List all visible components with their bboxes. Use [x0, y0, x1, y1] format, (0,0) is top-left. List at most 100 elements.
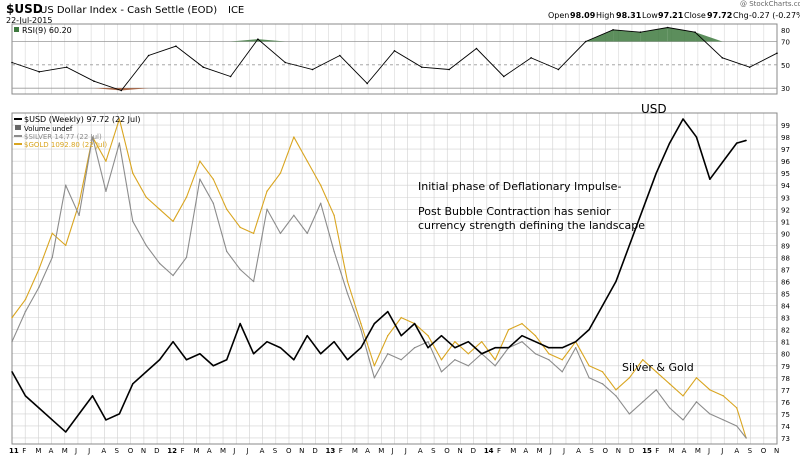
x-tick-label: N [616, 447, 621, 455]
gold-point [51, 232, 53, 235]
usd-point [64, 431, 67, 433]
gold-point [615, 389, 617, 391]
x-tick-label: J [87, 447, 90, 455]
date-label: 22-Jul-2015 [6, 16, 52, 25]
silver-point [145, 244, 147, 247]
x-tick-label: F [180, 447, 184, 455]
gold-point [172, 220, 174, 223]
usd-point [78, 413, 80, 415]
gold-point [736, 407, 738, 409]
y-tick-label: 78 [781, 375, 790, 383]
rsi-point [93, 80, 95, 82]
gold-point [199, 160, 201, 162]
silver-point [642, 401, 644, 403]
x-tick-label: O [603, 447, 609, 455]
x-tick-label: J [404, 447, 407, 455]
usd-point [722, 160, 725, 162]
legend-volume-swatch [15, 125, 21, 130]
y-tick-label: 88 [781, 254, 790, 262]
y-tick-label: 83 [781, 315, 790, 323]
silver-point [346, 292, 349, 295]
x-tick-label: 14 [484, 447, 494, 455]
usd-point [655, 172, 657, 174]
gold-point [132, 172, 134, 174]
quote-open-label: Open [548, 11, 569, 20]
x-tick-label: O [761, 447, 767, 455]
silver-point [158, 262, 161, 265]
gold-point [561, 359, 563, 361]
usd-point [132, 383, 134, 385]
gold-point [481, 340, 483, 343]
legend-gold: $GOLD 1092.80 (22 Jul) [24, 141, 107, 149]
silver-point [252, 280, 255, 283]
usd-point [11, 371, 13, 373]
y-tick-label: 75 [781, 411, 790, 419]
gold-point [78, 202, 80, 204]
x-tick-label: M [194, 447, 200, 455]
silver-point [574, 347, 577, 349]
silver-point [548, 359, 550, 361]
usd-point [279, 347, 282, 349]
usd-point [266, 340, 268, 343]
rsi-overbought-fill [230, 39, 258, 42]
y-tick-label: 96 [781, 158, 790, 166]
gold-point [212, 178, 215, 180]
usd-line [11, 118, 747, 433]
silver-point [91, 136, 94, 138]
quote-high-value: 98.31 [616, 11, 642, 20]
x-tick-label: N [774, 447, 779, 455]
silver-point [105, 190, 107, 192]
x-tick-label: F [497, 447, 501, 455]
y-tick-label: 73 [781, 435, 790, 443]
silver-point [454, 359, 456, 361]
silver-point [38, 286, 40, 289]
usd-point [400, 334, 402, 337]
y-tick-label: 74 [781, 423, 790, 431]
gold-point [655, 371, 657, 373]
silver-point [199, 178, 201, 180]
silver-point [360, 328, 362, 331]
x-tick-label: A [207, 447, 212, 455]
gold-point [252, 232, 255, 235]
usd-point [306, 334, 308, 337]
gold-point [11, 316, 13, 319]
y-tick-label: 81 [781, 339, 790, 347]
x-tick-label: 11 [9, 447, 19, 455]
x-tick-label: F [22, 447, 26, 455]
x-tick-label: N [299, 447, 304, 455]
quote-low-label: Low [642, 11, 658, 20]
silver-point [695, 401, 698, 403]
silver-point [51, 256, 53, 259]
rsi-point [147, 54, 150, 57]
gold-point [64, 244, 67, 247]
silver-point [172, 274, 174, 277]
annotation-line-3: currency strength defining the landscape [418, 219, 645, 232]
silver-point [745, 437, 747, 439]
annotation-line-2: Post Bubble Contraction has senior [418, 205, 611, 218]
y-tick-label: 82 [781, 327, 790, 335]
rsi-point [666, 26, 669, 29]
gold-point [642, 359, 644, 361]
gold-point [467, 353, 470, 355]
usd-point [521, 334, 523, 337]
usd-point [534, 340, 537, 343]
gold-point [494, 359, 496, 361]
x-tick-label: S [273, 447, 278, 455]
x-tick-label: M [378, 447, 384, 455]
silver-point [279, 232, 282, 235]
gold-point [145, 196, 147, 198]
quote-open-value: 98.09 [570, 11, 596, 20]
silver-point [427, 340, 429, 343]
x-tick-label: M [668, 447, 674, 455]
x-tick-label: M [35, 447, 41, 455]
y-tick-label: 97 [781, 146, 790, 154]
gold-point [427, 334, 429, 337]
x-tick-label: A [49, 447, 54, 455]
usd-point [293, 359, 295, 361]
silver-point [24, 310, 27, 313]
x-tick-label: J [74, 447, 77, 455]
x-tick-label: A [365, 447, 370, 455]
y-tick-label: 95 [781, 170, 790, 178]
gold-point [387, 334, 389, 337]
silver-point [319, 202, 322, 204]
